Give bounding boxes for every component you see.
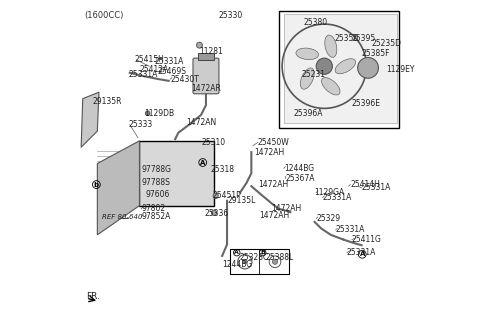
Text: 97802: 97802 xyxy=(141,204,165,214)
Text: 25331A: 25331A xyxy=(347,248,376,257)
Circle shape xyxy=(358,58,378,78)
Text: 25415H: 25415H xyxy=(134,55,165,64)
Text: 25367A: 25367A xyxy=(286,174,315,182)
Text: 25310: 25310 xyxy=(201,138,225,147)
Ellipse shape xyxy=(296,48,319,60)
Text: 25331A: 25331A xyxy=(336,225,365,234)
Text: 25350: 25350 xyxy=(334,34,358,43)
Text: 25411G: 25411G xyxy=(352,235,382,244)
Text: 97852A: 97852A xyxy=(141,213,170,221)
Text: 29135R: 29135R xyxy=(93,97,122,106)
Text: 1129GA: 1129GA xyxy=(314,188,345,197)
Circle shape xyxy=(316,58,333,74)
Text: 25469S: 25469S xyxy=(157,67,186,76)
Bar xyxy=(279,11,399,128)
Text: FR.: FR. xyxy=(86,292,100,301)
Bar xyxy=(230,250,288,274)
Text: (1600CC): (1600CC) xyxy=(84,11,124,20)
Text: 1472AH: 1472AH xyxy=(271,204,301,214)
Text: 25231: 25231 xyxy=(301,70,325,79)
Text: A: A xyxy=(234,250,239,255)
Circle shape xyxy=(145,111,150,115)
Text: 25331A: 25331A xyxy=(154,57,183,66)
Text: 1472AR: 1472AR xyxy=(192,84,221,94)
Text: 25380: 25380 xyxy=(303,18,327,27)
Text: 25395: 25395 xyxy=(352,34,376,43)
Bar xyxy=(284,14,397,123)
Text: 1472AH: 1472AH xyxy=(260,211,290,220)
Text: 97788G: 97788G xyxy=(141,165,171,175)
Text: 1472AN: 1472AN xyxy=(187,118,217,128)
Circle shape xyxy=(213,193,218,198)
FancyBboxPatch shape xyxy=(193,58,219,94)
Circle shape xyxy=(243,260,247,264)
Text: 25396A: 25396A xyxy=(293,109,323,118)
Text: b: b xyxy=(94,181,99,188)
Text: 25451P: 25451P xyxy=(213,191,241,200)
Polygon shape xyxy=(81,92,99,147)
Text: 25388L: 25388L xyxy=(266,253,294,262)
Text: 25329: 25329 xyxy=(316,214,340,223)
Text: 25336: 25336 xyxy=(204,209,228,218)
Text: 25328C: 25328C xyxy=(240,253,269,262)
Text: 1472AH: 1472AH xyxy=(258,180,288,189)
Text: A: A xyxy=(360,251,365,257)
Ellipse shape xyxy=(300,68,314,89)
Text: 25318: 25318 xyxy=(211,165,235,175)
Text: 25396E: 25396E xyxy=(352,99,381,108)
Text: REF 80-640: REF 80-640 xyxy=(102,214,143,220)
Text: A: A xyxy=(200,160,205,165)
Polygon shape xyxy=(97,141,140,235)
Text: 25450W: 25450W xyxy=(258,138,289,147)
Text: 97788S: 97788S xyxy=(141,179,170,187)
Text: 97606: 97606 xyxy=(146,190,170,199)
Text: 1244BG: 1244BG xyxy=(222,260,252,268)
Text: 25414H: 25414H xyxy=(350,180,380,189)
Text: 25331A: 25331A xyxy=(361,183,391,192)
Text: 1129EY: 1129EY xyxy=(386,65,415,74)
Circle shape xyxy=(273,259,277,264)
Text: 29135L: 29135L xyxy=(227,196,255,205)
Text: 1472AH: 1472AH xyxy=(254,148,285,157)
Text: 25331A: 25331A xyxy=(128,70,157,79)
Bar xyxy=(198,53,214,60)
Text: B: B xyxy=(260,250,265,255)
Circle shape xyxy=(212,210,216,215)
Text: 25331A: 25331A xyxy=(323,193,352,202)
Bar xyxy=(140,141,214,206)
Text: 1129DB: 1129DB xyxy=(144,109,174,118)
Text: 11281: 11281 xyxy=(200,47,223,56)
Ellipse shape xyxy=(325,35,337,57)
Text: 1244BG: 1244BG xyxy=(284,164,314,173)
Ellipse shape xyxy=(322,77,340,95)
Circle shape xyxy=(196,42,203,48)
Text: 25330: 25330 xyxy=(219,11,243,21)
Text: 25333: 25333 xyxy=(128,120,152,129)
Ellipse shape xyxy=(335,59,356,74)
Text: 25430T: 25430T xyxy=(170,75,199,84)
Text: 25385F: 25385F xyxy=(361,49,390,58)
Text: 25235D: 25235D xyxy=(372,39,401,48)
Text: 25412A: 25412A xyxy=(140,65,169,74)
